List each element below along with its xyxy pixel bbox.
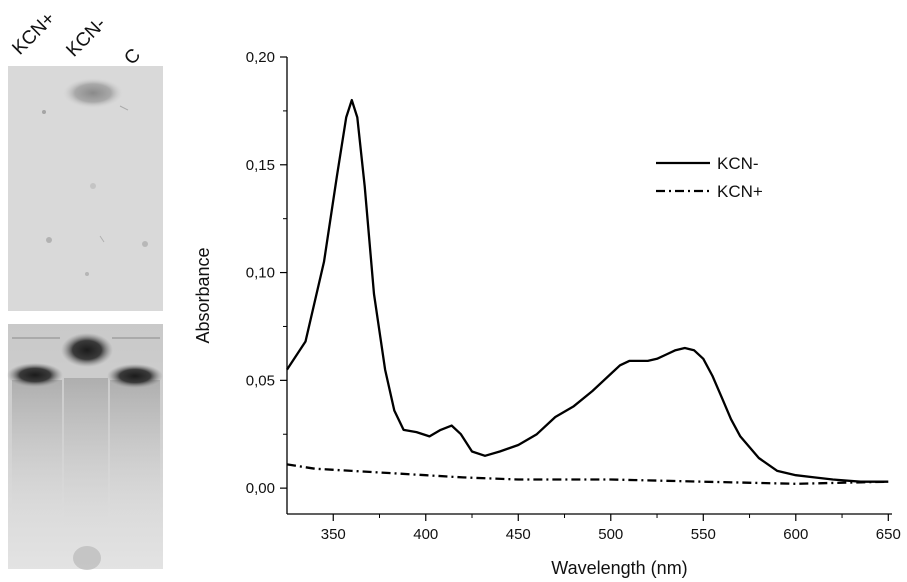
gel-band-kcn-minus [61,333,113,367]
chart-series [286,98,889,485]
x-tick-label: 650 [876,526,901,543]
y-tick-label: 0,20 [246,49,275,66]
series-line-0 [286,98,889,483]
y-axis-title: Absorbance [193,247,213,343]
x-tick-label: 500 [598,526,623,543]
x-tick-label: 600 [783,526,808,543]
series-line-1 [286,463,889,485]
x-tick-label: 400 [413,526,438,543]
gel-image: KCN+ KCN- C [0,0,180,582]
chart-legend: KCN- KCN+ [656,154,763,201]
x-tick-label: 450 [506,526,531,543]
gel-photo [7,66,163,570]
gel-band-control [107,364,163,388]
y-tick-label: 0,10 [246,265,275,282]
chart-axes: 0,00 0,05 0,10 0,15 0,20 350 400 450 500 550 600 65… [193,49,901,578]
legend-label-1: KCN+ [717,182,763,201]
x-axis-title: Wavelength (nm) [551,558,687,578]
x-tick-label: 350 [321,526,346,543]
gel-band-kcn-minus-top [63,78,123,108]
y-tick-label: 0,05 [246,372,275,389]
y-tick-label: 0,00 [246,480,275,497]
y-tick-label: 0,15 [246,157,275,174]
legend-label-0: KCN- [717,154,759,173]
gel-band-kcn-plus [7,363,63,387]
x-tick-label: 550 [691,526,716,543]
